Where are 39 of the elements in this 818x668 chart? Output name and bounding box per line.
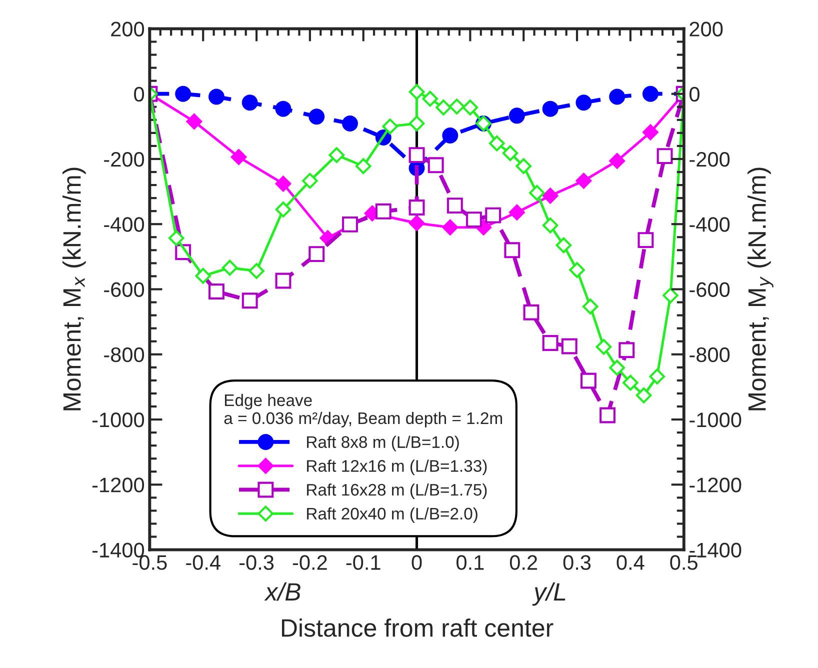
x-tick-label: 0.3 xyxy=(563,555,591,570)
y2-tick-label: -800 xyxy=(690,347,730,362)
y2-tick-label: -1000 xyxy=(690,412,742,428)
y-tick-label: 200 xyxy=(111,22,144,36)
y2-tick-label: -200 xyxy=(690,152,730,167)
x-tick-label: 0.2 xyxy=(510,555,538,570)
legend-label: Raft 16x28 m (L/B=1.75) xyxy=(307,483,487,500)
x-axis-title: Distance from raft center xyxy=(282,618,554,637)
x-tick-label: -0.3 xyxy=(240,555,274,570)
x-tick-label: 0.5 xyxy=(670,555,698,570)
y2-tick-label: -1400 xyxy=(690,542,742,558)
x-tick-label: 0.1 xyxy=(456,555,484,570)
y-axis-title: Moment, M$_{x}$ (kN.m/m) xyxy=(62,168,86,410)
y2-tick-label: 200 xyxy=(690,22,723,36)
y-tick-label: 0 xyxy=(134,86,144,102)
y2-tick-label: 0 xyxy=(690,86,700,102)
x-tick-label: -0.2 xyxy=(292,555,327,570)
x-tick-label: -0.4 xyxy=(186,555,220,570)
y-tick-label: -1200 xyxy=(92,478,144,492)
y-tick-label: -800 xyxy=(104,347,144,362)
legend-label: Raft 20x40 m (L/B=2.0) xyxy=(307,507,478,523)
y-tick-label: -400 xyxy=(104,217,144,232)
y2-tick-label: -600 xyxy=(690,282,730,297)
text: x/B xyxy=(264,582,300,601)
text: y/L xyxy=(532,582,566,606)
y-tick-label: -1000 xyxy=(92,412,144,428)
x-tick-label: -0.1 xyxy=(346,555,380,570)
y-tick-label: -1400 xyxy=(92,542,144,558)
y2-axis-title: Moment, M$_{y}$ (kN.m/m) xyxy=(748,168,774,410)
legend-title: Edge heave a = 0.036 m²/day, Beam depth = 1.2m xyxy=(224,394,502,428)
x-tick-label: -0.5 xyxy=(132,555,167,570)
y2-tick-label: -400 xyxy=(690,217,730,232)
legend-label: Raft 12x16 m (L/B=1.33) xyxy=(307,460,487,476)
legend-label: Raft 8x8 m (L/B=1.0) xyxy=(307,436,459,452)
y-tick-label: -600 xyxy=(104,282,144,297)
x-tick-label: 0 xyxy=(412,555,422,570)
y-tick-label: -200 xyxy=(104,152,144,167)
y2-tick-label: -1200 xyxy=(690,478,742,492)
x-tick-label: 0.4 xyxy=(616,555,644,570)
